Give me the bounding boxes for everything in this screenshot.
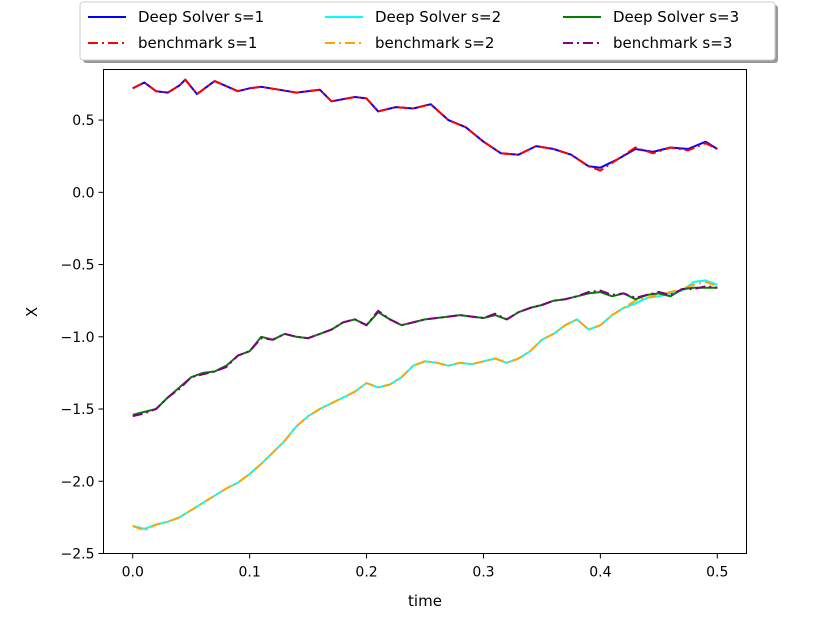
y-tick-label: −1.5 [61, 402, 95, 418]
y-tick-label: −2.5 [61, 547, 95, 563]
plot-frame [103, 69, 747, 554]
y-tick-label: 0.5 [72, 113, 94, 129]
y-tick-label: −2.0 [61, 474, 95, 490]
y-tick-label: −0.5 [61, 258, 95, 274]
series-line-4 [132, 280, 718, 532]
y-tick-label: −1.0 [61, 330, 95, 346]
legend-label-3: Deep Solver s=2 [375, 8, 501, 26]
x-tick-label: 0.4 [589, 565, 611, 581]
series-line-2 [132, 78, 718, 172]
series-line-6 [132, 285, 718, 418]
plot-area [103, 69, 747, 554]
legend-label-2: benchmark s=1 [138, 34, 257, 52]
legend-label-6: benchmark s=3 [613, 34, 732, 52]
legend-label-1: Deep Solver s=1 [138, 8, 264, 26]
legend-label-4: benchmark s=2 [375, 34, 494, 52]
legend-label-5: Deep Solver s=3 [613, 8, 739, 26]
y-axis: −2.5 −2.0 −1.5 −1.0 −0.5 0.0 0.5 [61, 113, 104, 563]
x-tick-label: 0.5 [706, 565, 728, 581]
x-axis-label: time [408, 592, 442, 610]
series-layer [132, 78, 718, 532]
x-tick-label: 0.2 [355, 565, 377, 581]
x-tick-label: 0.1 [239, 565, 261, 581]
y-tick-label: 0.0 [72, 185, 94, 201]
x-axis: 0.0 0.1 0.2 0.3 0.4 0.5 [122, 553, 728, 581]
x-tick-label: 0.0 [122, 565, 144, 581]
legend-box [79, 1, 776, 61]
x-tick-label: 0.3 [472, 565, 494, 581]
legend: Deep Solver s=1 benchmark s=1 Deep Solver … [79, 1, 778, 63]
y-axis-label: X [23, 307, 41, 317]
